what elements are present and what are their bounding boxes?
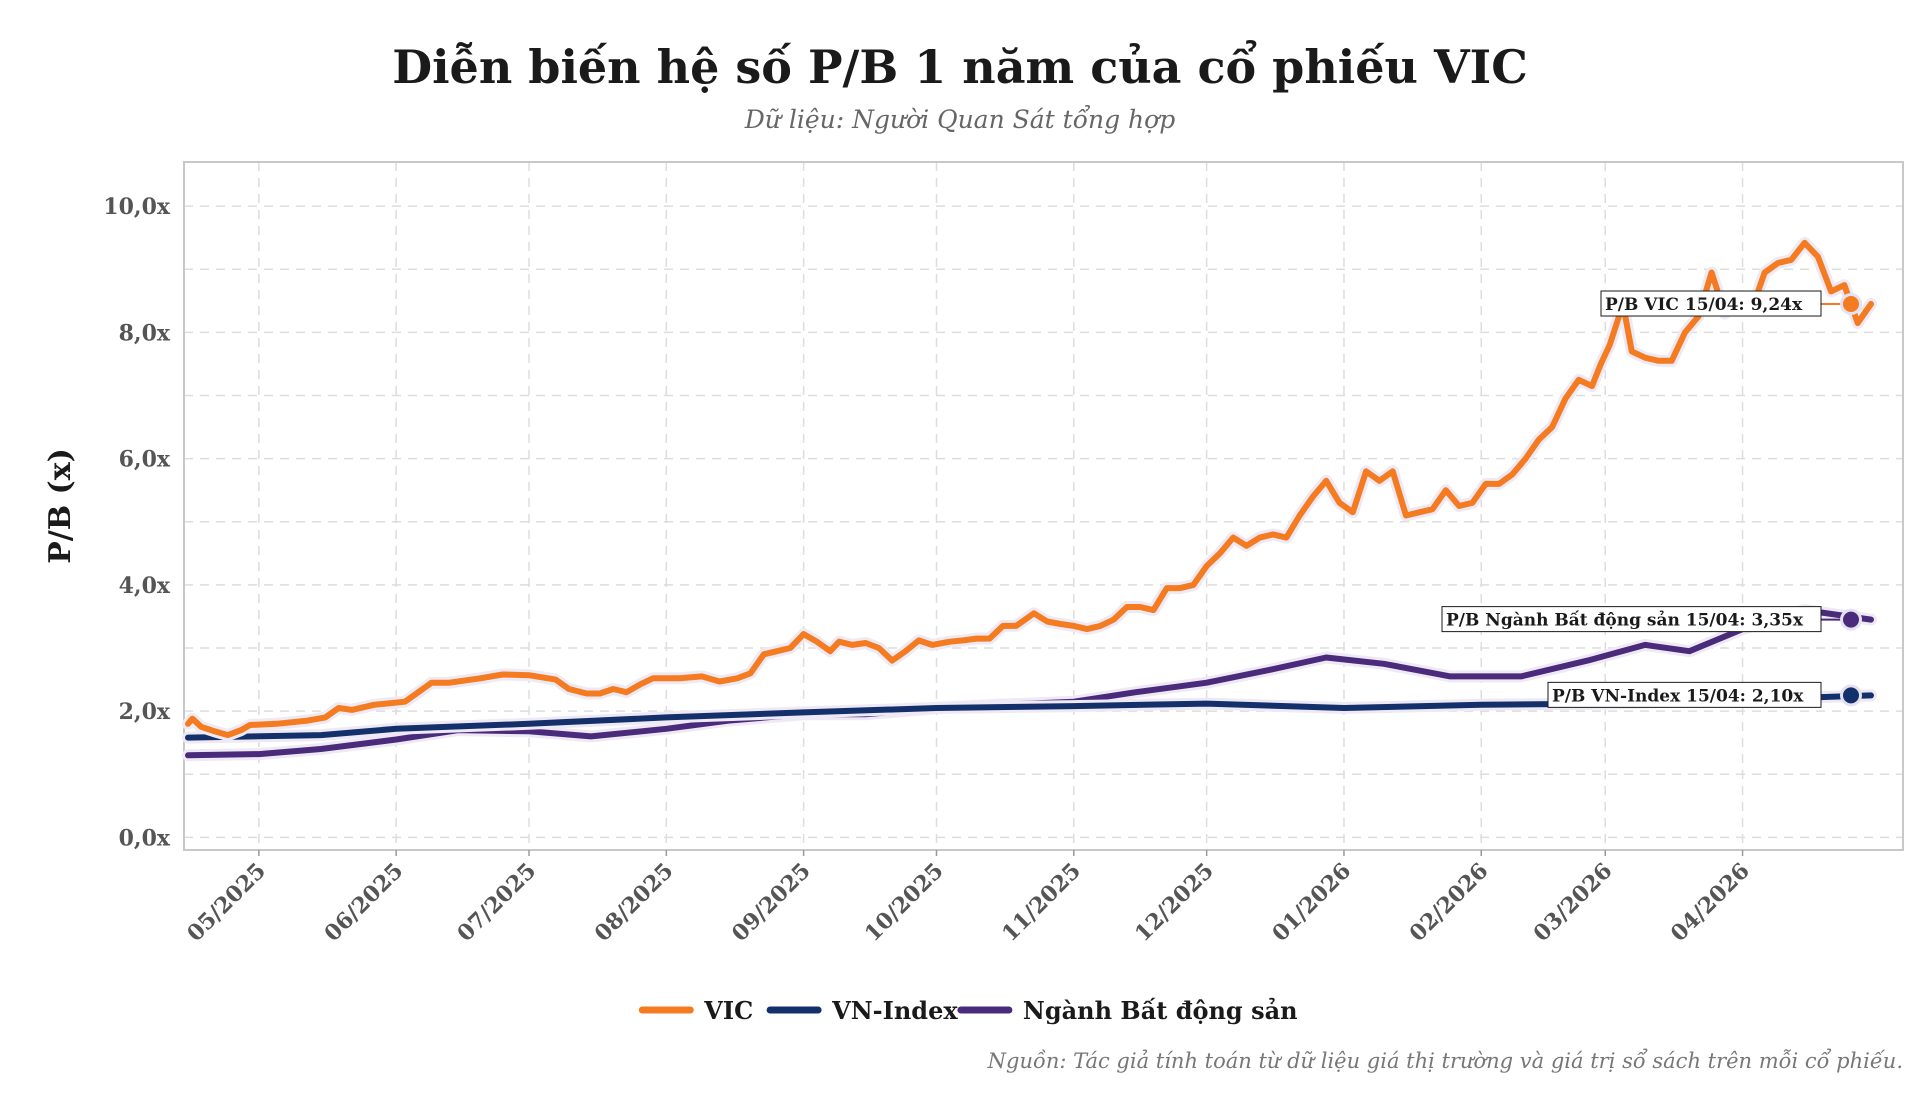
annotation-box: [1547, 681, 1822, 708]
end-marker: [1843, 611, 1859, 628]
legend-label: VIC: [703, 996, 753, 1025]
legend-item: VIC: [638, 996, 753, 1025]
source-note: Nguồn: Tác giả tính toán từ dữ liệu giá …: [987, 1049, 1903, 1073]
annotation-box: [1600, 290, 1822, 317]
legend-item: Ngành Bất động sản: [957, 996, 1298, 1025]
y-tick-label: 0,0x: [119, 825, 171, 851]
legend-label: VN-Index: [831, 996, 958, 1025]
annotation-box: [1441, 606, 1822, 633]
legend-item: VN-Index: [766, 996, 958, 1025]
y-tick-label: 2,0x: [119, 699, 171, 725]
y-tick-label: 4,0x: [119, 573, 171, 599]
end-marker: [1843, 687, 1859, 704]
y-tick-label: 8,0x: [119, 320, 171, 346]
y-axis-label: P/B (x): [43, 448, 78, 564]
y-tick-label: 6,0x: [119, 447, 171, 473]
legend: VIC VN-Index Ngành Bất động sản: [638, 996, 1298, 1025]
annotation-label: P/B Ngành Bất động sản 15/04: 3,35x: [1446, 611, 1804, 631]
end-marker: [1843, 296, 1859, 313]
y-tick-label: 10,0x: [103, 194, 171, 220]
chart-title: Diễn biến hệ số P/B 1 năm của cổ phiếu V…: [392, 39, 1528, 94]
annotation-label: P/B VN-Index 15/04: 2,10x: [1552, 686, 1804, 706]
chart-subtitle: Dữ liệu: Người Quan Sát tổng hợp: [744, 105, 1175, 134]
annotation-layer: P/B VIC 15/04: 9,24x P/B Ngành Bất động s…: [1441, 290, 1862, 708]
plot-frame: [183, 161, 1904, 851]
annotation-label: P/B VIC 15/04: 9,24x: [1605, 295, 1803, 315]
y-axis-ticks: 0,0x 2,0x 4,0x 6,0x 8,0x 10,0x: [103, 194, 171, 851]
series-line: [185, 239, 1874, 739]
legend-label: Ngành Bất động sản: [1023, 996, 1298, 1025]
